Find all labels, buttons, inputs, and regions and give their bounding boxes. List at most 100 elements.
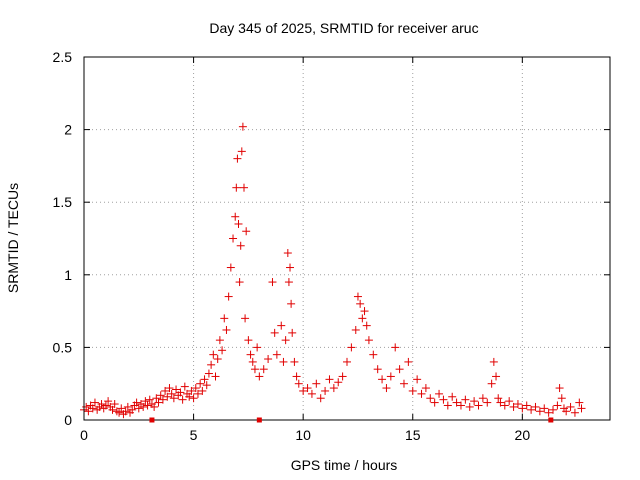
data-point [378,375,387,384]
data-point [220,314,229,323]
data-point [234,219,243,228]
data-point [176,388,185,397]
data-point [244,336,253,345]
data-point [577,404,586,413]
data-point [218,346,227,355]
data-point [549,405,558,414]
data-point [152,394,161,403]
data-point [270,328,279,337]
data-point [259,365,268,374]
data-point [338,372,347,381]
x-tick-label: 5 [190,427,198,443]
data-point [115,408,124,417]
data-point [128,405,137,414]
data-point [325,375,334,384]
data-point [268,278,277,287]
data-point [527,405,536,414]
data-point [483,398,492,407]
x-tick-label: 10 [295,427,311,443]
data-point [566,402,575,411]
data-point [555,384,564,393]
data-point [456,401,465,410]
data-point [347,343,356,352]
data-point [204,369,213,378]
data-point [255,372,264,381]
data-point [439,395,448,404]
data-point [307,389,316,398]
data-point [281,336,290,345]
data-point [286,263,295,272]
data-point [362,321,371,330]
data-point [101,401,110,410]
data-point [250,365,259,374]
data-point [544,408,553,417]
data-point [88,404,97,413]
data-point [513,400,522,409]
data-point [172,385,181,394]
data-point [235,278,244,287]
data-point [382,384,391,393]
data-point [408,386,417,395]
data-point [90,398,99,407]
data-point [154,398,163,407]
data-point [290,357,299,366]
data-point [110,400,119,409]
data-point [535,407,544,416]
data-point [364,336,373,345]
data-point [143,401,152,410]
data-point [200,375,209,384]
data-point [413,375,422,384]
data-point [167,389,176,398]
data-point [241,314,250,323]
data-point [272,350,281,359]
chart-title: Day 345 of 2025, SRMTID for receiver aru… [209,20,478,36]
data-point [391,343,400,352]
data-point [189,394,198,403]
data-point [283,249,292,258]
data-point [117,404,126,413]
data-point [161,386,170,395]
data-point [178,395,187,404]
plot-frame [83,56,611,421]
axis-marker [149,417,155,423]
data-point [180,382,189,391]
y-tick-label: 2 [64,122,72,138]
data-point [478,394,487,403]
data-point [158,395,167,404]
data-point [430,398,439,407]
data-point [369,350,378,359]
data-point [193,389,202,398]
data-point [104,397,113,406]
axis-marker [548,417,554,423]
data-point [238,122,247,131]
data-point [443,401,452,410]
data-point [404,357,413,366]
data-point [470,397,479,406]
data-point [163,392,172,401]
data-point [97,400,106,409]
data-point [435,389,444,398]
data-point [198,386,207,395]
data-point [334,378,343,387]
axis-ticks: 0 5 10 15 20 0 0.5 1 1.5 2 2.5 [53,49,610,443]
data-point [187,386,196,395]
data-point [165,384,174,393]
data-point [287,299,296,308]
data-point [231,212,240,221]
data-point [294,379,303,388]
data-point [489,357,498,366]
data-point [343,357,351,366]
data-point [386,372,395,381]
data-point [145,395,154,404]
data-point [492,372,501,381]
data-point [229,234,238,243]
data-point [518,404,527,413]
data-point [395,365,404,374]
y-tick-label: 1 [64,267,72,283]
data-point [215,336,224,345]
data-point [233,154,242,163]
data-point [236,241,245,250]
y-tick-label: 1.5 [53,194,73,210]
data-point [202,381,211,390]
